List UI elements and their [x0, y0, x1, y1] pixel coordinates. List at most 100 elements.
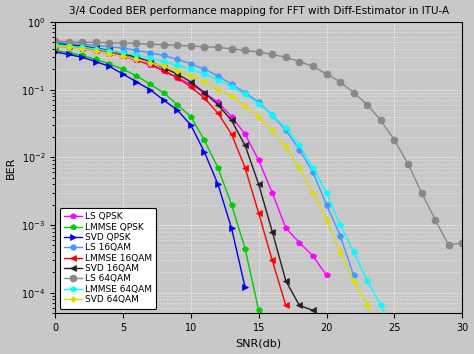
LS 16QAM — [269, 113, 275, 117]
SVD QPSK — [66, 52, 72, 57]
LS 16QAM — [242, 91, 248, 95]
LMMSE 64QAM — [337, 223, 343, 227]
SVD 64QAM — [228, 94, 234, 98]
LMMSE 64QAM — [161, 59, 166, 64]
SVD 16QAM — [52, 41, 58, 46]
LS 16QAM — [174, 57, 180, 62]
SVD 64QAM — [324, 218, 329, 222]
Line: LMMSE QPSK: LMMSE QPSK — [52, 47, 262, 313]
LMMSE 16QAM — [134, 57, 139, 62]
SVD 16QAM — [107, 48, 112, 52]
SVD 64QAM — [52, 44, 58, 48]
LS QPSK — [174, 75, 180, 80]
LMMSE 16QAM — [242, 166, 248, 170]
LMMSE 64QAM — [405, 353, 411, 354]
LMMSE 64QAM — [147, 56, 153, 61]
SVD 16QAM — [134, 55, 139, 59]
LS QPSK — [93, 49, 99, 53]
SVD 16QAM — [201, 91, 207, 95]
LMMSE 64QAM — [365, 279, 370, 283]
LMMSE 64QAM — [269, 113, 275, 117]
SVD 64QAM — [161, 64, 166, 69]
LS 16QAM — [147, 51, 153, 55]
LS QPSK — [66, 45, 72, 50]
LS 16QAM — [93, 43, 99, 47]
LS 16QAM — [52, 40, 58, 44]
Y-axis label: BER: BER — [6, 156, 16, 179]
Line: SVD QPSK: SVD QPSK — [52, 49, 248, 290]
SVD 16QAM — [215, 103, 221, 107]
LS QPSK — [256, 158, 262, 162]
LMMSE QPSK — [147, 82, 153, 86]
LS QPSK — [147, 63, 153, 67]
SVD QPSK — [242, 285, 248, 290]
LS 64QAM — [107, 41, 112, 45]
SVD 16QAM — [161, 65, 166, 70]
LS 64QAM — [188, 44, 194, 48]
LS 64QAM — [215, 45, 221, 50]
LMMSE 16QAM — [283, 303, 289, 308]
LMMSE 16QAM — [201, 96, 207, 100]
SVD QPSK — [107, 64, 112, 69]
LS QPSK — [188, 82, 194, 86]
LMMSE 64QAM — [120, 51, 126, 55]
LMMSE 16QAM — [107, 50, 112, 54]
LS 64QAM — [365, 103, 370, 107]
LMMSE 64QAM — [215, 78, 221, 82]
SVD 64QAM — [66, 45, 72, 50]
LS 64QAM — [269, 52, 275, 57]
LMMSE QPSK — [201, 138, 207, 142]
LMMSE 64QAM — [351, 250, 356, 254]
LMMSE QPSK — [161, 91, 166, 95]
LS 16QAM — [337, 233, 343, 238]
LMMSE 16QAM — [256, 211, 262, 215]
Line: LS QPSK: LS QPSK — [52, 43, 329, 278]
LMMSE 64QAM — [242, 92, 248, 97]
LS 64QAM — [310, 64, 316, 69]
LS 16QAM — [256, 100, 262, 104]
LMMSE 64QAM — [297, 143, 302, 148]
SVD 16QAM — [188, 80, 194, 84]
LMMSE 64QAM — [201, 72, 207, 76]
SVD QPSK — [228, 226, 234, 230]
LMMSE 64QAM — [66, 44, 72, 48]
Legend: LS QPSK, LMMSE QPSK, SVD QPSK, LS 16QAM, LMMSE 16QAM, SVD 16QAM, LS 64QAM, LMMSE: LS QPSK, LMMSE QPSK, SVD QPSK, LS 16QAM,… — [60, 208, 156, 309]
LS 64QAM — [337, 80, 343, 84]
SVD 64QAM — [120, 54, 126, 58]
LS 64QAM — [459, 240, 465, 245]
LS QPSK — [228, 114, 234, 119]
SVD 64QAM — [351, 279, 356, 283]
LS 64QAM — [392, 138, 397, 142]
LS 64QAM — [405, 162, 411, 166]
LMMSE 16QAM — [79, 45, 85, 50]
LS 64QAM — [161, 42, 166, 47]
SVD QPSK — [147, 87, 153, 92]
LS 16QAM — [201, 67, 207, 72]
SVD 64QAM — [337, 250, 343, 254]
LMMSE 16QAM — [93, 47, 99, 52]
Line: SVD 16QAM: SVD 16QAM — [52, 41, 316, 313]
LS QPSK — [324, 273, 329, 278]
Line: LS 64QAM: LS 64QAM — [52, 38, 466, 249]
LS 64QAM — [378, 118, 384, 122]
SVD 16QAM — [120, 51, 126, 56]
SVD 16QAM — [79, 44, 85, 48]
SVD 16QAM — [256, 182, 262, 187]
SVD 64QAM — [93, 49, 99, 53]
LMMSE 16QAM — [147, 62, 153, 66]
SVD 64QAM — [134, 57, 139, 62]
SVD QPSK — [188, 123, 194, 127]
SVD 16QAM — [228, 118, 234, 122]
Title: 3/4 Coded BER performance mapping for FFT with Diff-Estimator in ITU-A: 3/4 Coded BER performance mapping for FF… — [69, 6, 449, 16]
SVD 16QAM — [297, 303, 302, 308]
SVD 64QAM — [242, 103, 248, 108]
LMMSE 64QAM — [228, 85, 234, 89]
LMMSE QPSK — [242, 246, 248, 251]
LS QPSK — [201, 91, 207, 95]
LS QPSK — [120, 54, 126, 58]
SVD 64QAM — [283, 145, 289, 149]
LS QPSK — [134, 58, 139, 63]
LMMSE 64QAM — [174, 63, 180, 67]
LMMSE 16QAM — [52, 42, 58, 47]
LMMSE 16QAM — [161, 69, 166, 73]
